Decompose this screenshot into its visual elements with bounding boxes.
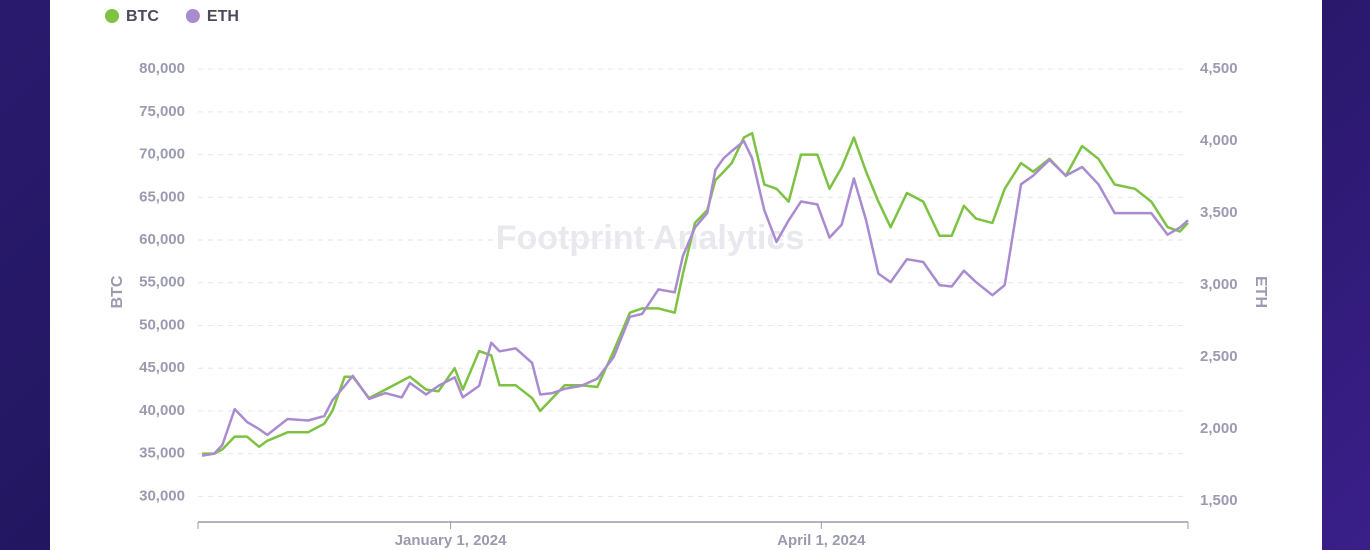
y2-tick-label: 2,000 bbox=[1200, 420, 1238, 437]
legend-swatch bbox=[185, 9, 200, 23]
y-tick-label: 50,000 bbox=[139, 316, 185, 333]
legend-label: BTC bbox=[126, 8, 159, 25]
y2-tick-label: 3,000 bbox=[1200, 276, 1238, 293]
series-line bbox=[201, 139, 1189, 457]
y-tick-label: 40,000 bbox=[139, 402, 185, 419]
y-tick-label: 35,000 bbox=[139, 445, 185, 462]
y2-tick-label: 4,500 bbox=[1200, 60, 1238, 77]
x-tick-label: January 1, 2024 bbox=[395, 532, 507, 549]
y-tick-label: 75,000 bbox=[139, 103, 185, 120]
y-tick-label: 55,000 bbox=[139, 274, 185, 291]
y2-tick-label: 4,000 bbox=[1200, 132, 1238, 149]
y-tick-label: 65,000 bbox=[139, 188, 185, 205]
legend-swatch bbox=[105, 9, 119, 23]
y-tick-label: 60,000 bbox=[139, 231, 185, 248]
y2-axis-label: ETH bbox=[1252, 276, 1269, 308]
watermark: Footprint Analytics bbox=[496, 219, 805, 257]
y-tick-label: 30,000 bbox=[139, 487, 185, 504]
y-tick-label: 70,000 bbox=[139, 146, 185, 163]
y-tick-label: 45,000 bbox=[139, 359, 185, 376]
y-tick-label: 80,000 bbox=[139, 60, 185, 77]
y2-tick-label: 1,500 bbox=[1200, 492, 1238, 509]
legend-label: ETH bbox=[207, 8, 239, 25]
panel bbox=[50, 0, 1322, 550]
y-axis-label: BTC bbox=[109, 275, 126, 308]
x-tick-label: April 1, 2024 bbox=[777, 532, 866, 549]
y2-tick-label: 2,500 bbox=[1200, 348, 1238, 365]
y2-tick-label: 3,500 bbox=[1200, 204, 1238, 221]
